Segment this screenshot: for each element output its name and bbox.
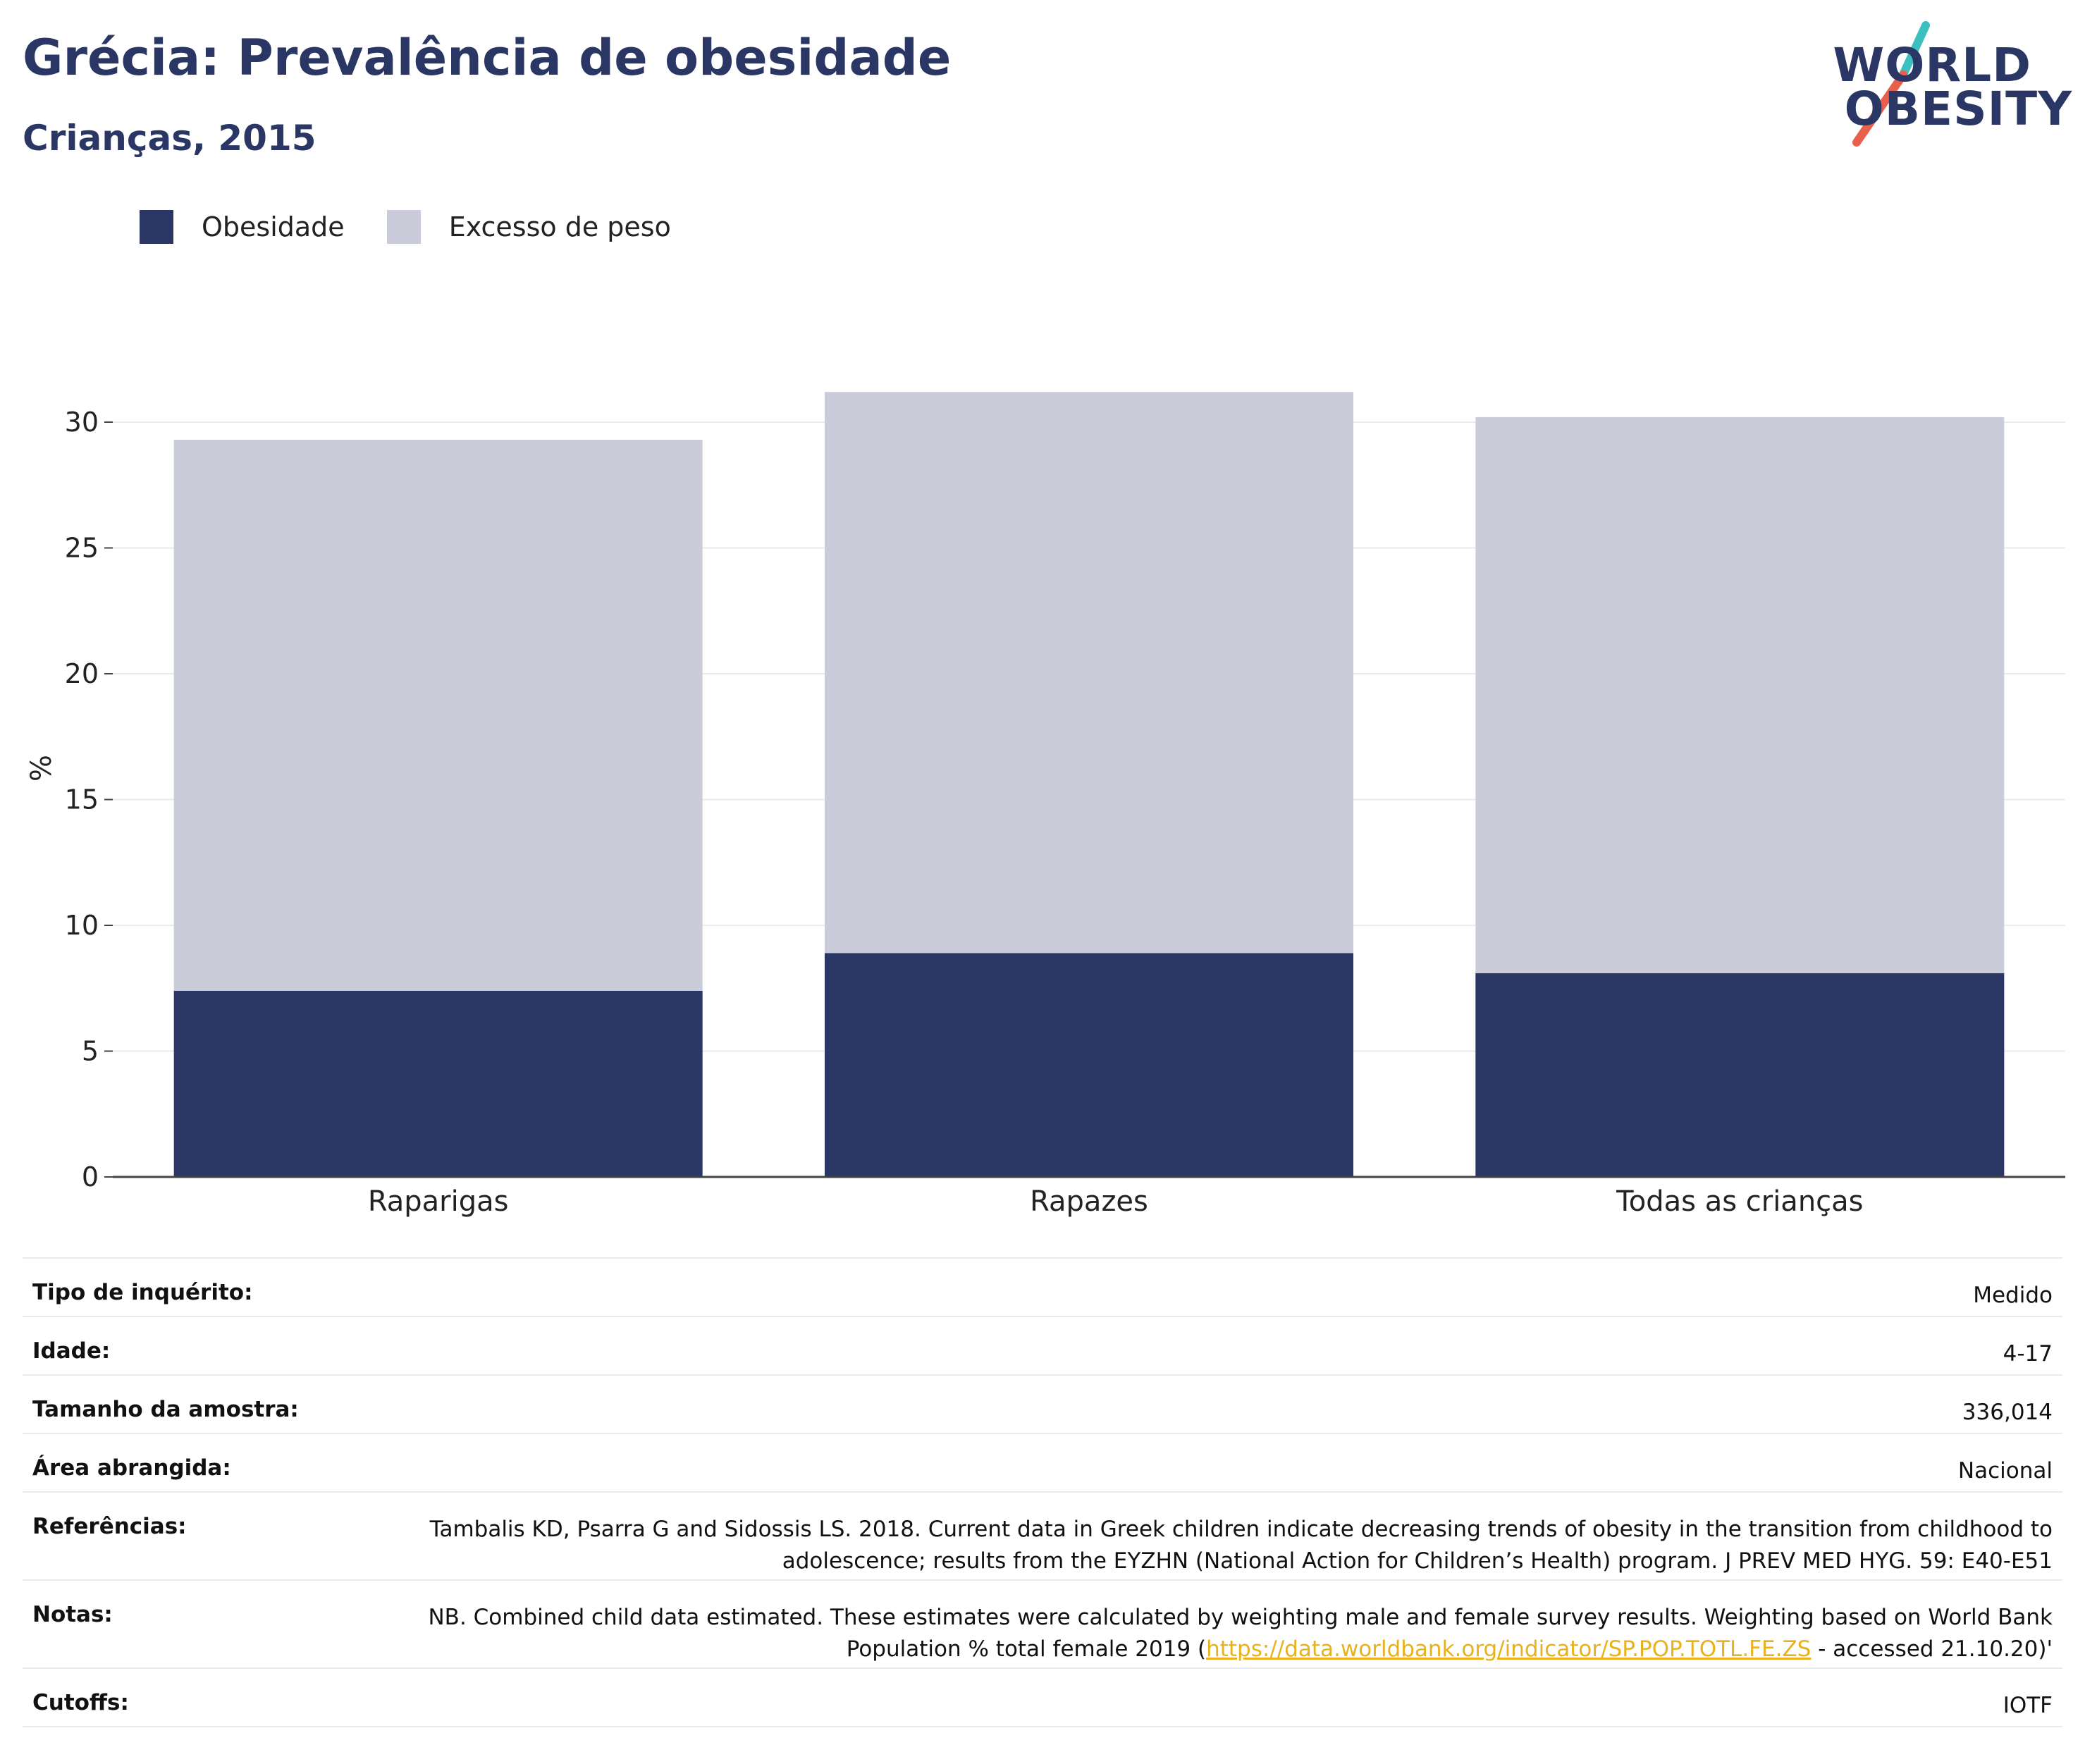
info-row-sample-size: Tamanho da amostra: 336,014 <box>23 1374 2062 1434</box>
info-row-notes: Notas: NB. Combined child data estimated… <box>23 1579 2062 1669</box>
info-key: Tipo de inquérito: <box>23 1257 338 1317</box>
x-tick-label: Raparigas <box>368 1185 509 1218</box>
y-tick-label: 15 <box>65 784 99 815</box>
info-row-references: Referências: Tambalis KD, Psarra G and S… <box>23 1491 2062 1581</box>
x-tick-label: Todas as crianças <box>1616 1185 1863 1218</box>
legend-label-obesity: Obesidade <box>202 211 345 242</box>
x-tick-label: Rapazes <box>1030 1185 1148 1218</box>
info-key: Área abrangida: <box>23 1433 338 1493</box>
bar-obesity <box>825 953 1353 1177</box>
info-value-notes: NB. Combined child data estimated. These… <box>338 1579 2062 1669</box>
notes-text: NB. Combined child data estimated. These… <box>428 1605 2053 1662</box>
y-axis-label: % <box>25 755 58 782</box>
y-tick-label: 20 <box>65 658 99 689</box>
y-tick-label: 30 <box>65 407 99 438</box>
y-tick-label: 10 <box>65 910 99 941</box>
logo-slash-icon <box>1852 21 1930 147</box>
legend-swatch-obesity <box>140 210 173 244</box>
info-value: 4-17 <box>338 1316 2062 1376</box>
info-key: Notas: <box>23 1579 338 1669</box>
bar-overweight <box>825 392 1353 954</box>
y-tick-label: 5 <box>82 1036 99 1067</box>
survey-info-table: Tipo de inquérito: Medido Idade: 4-17 Ta… <box>23 1257 2062 1727</box>
legend-item-obesity[interactable]: Obesidade <box>140 210 345 244</box>
info-row-survey-type: Tipo de inquérito: Medido <box>23 1257 2062 1317</box>
legend-label-overweight: Excesso de peso <box>448 211 671 242</box>
chart-title: Grécia: Prevalência de obesidade <box>23 29 952 87</box>
bar-chart: 0 5 10 15 20 25 30% Raparigas Rapazes Todas as cr… <box>25 392 2065 1218</box>
y-tick-label: 0 <box>82 1161 99 1192</box>
legend-swatch-overweight <box>386 210 421 244</box>
info-row-cutoffs: Cutoffs: IOTF <box>23 1667 2062 1727</box>
info-key: Cutoffs: <box>23 1667 338 1727</box>
info-value: IOTF <box>338 1667 2062 1727</box>
info-key: Tamanho da amostra: <box>23 1374 338 1434</box>
info-value: 336,014 <box>338 1374 2062 1434</box>
bar-overweight <box>1475 417 2005 973</box>
info-row-area: Área abrangida: Nacional <box>23 1433 2062 1493</box>
world-obesity-logo: WORLD OBESITY <box>1833 21 2072 148</box>
y-tick-label: 25 <box>65 533 99 564</box>
chart-subtitle: Crianças, 2015 <box>23 118 316 159</box>
legend-item-overweight[interactable]: Excesso de peso <box>386 210 671 244</box>
bar-overweight <box>173 439 703 991</box>
notes-text-end: - accessed 21.10.20)' <box>1811 1636 2053 1662</box>
info-key: Idade: <box>23 1316 338 1376</box>
bar-obesity <box>1475 973 2005 1177</box>
info-value: Nacional <box>338 1433 2062 1493</box>
info-key: Referências: <box>23 1491 338 1581</box>
info-value: Medido <box>338 1257 2062 1317</box>
logo-text-world: WORLD <box>1833 38 2031 92</box>
logo-text-obesity: OBESITY <box>1844 82 2072 136</box>
notes-link[interactable]: https://data.worldbank.org/indicator/SP.… <box>1206 1636 1812 1662</box>
info-row-age: Idade: 4-17 <box>23 1316 2062 1376</box>
info-value: Tambalis KD, Psarra G and Sidossis LS. 2… <box>338 1491 2062 1581</box>
bar-obesity <box>173 990 703 1177</box>
chart-legend: Obesidade Excesso de peso <box>140 210 713 244</box>
